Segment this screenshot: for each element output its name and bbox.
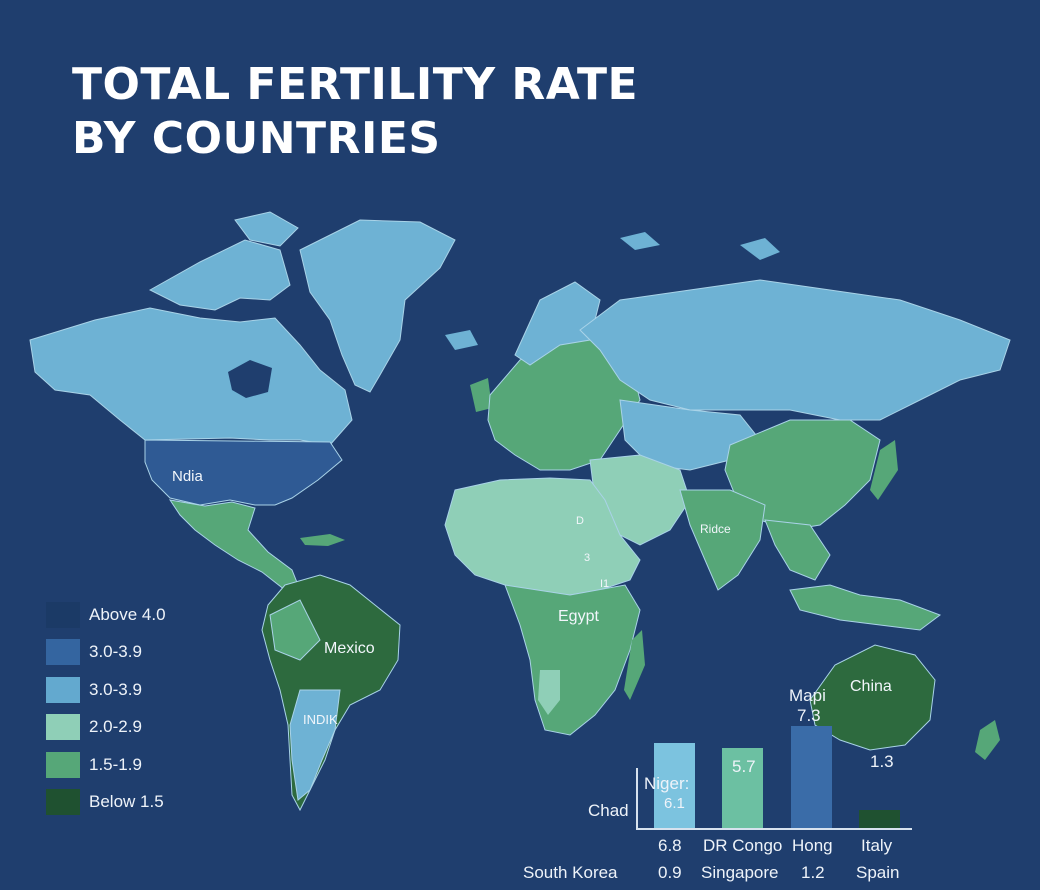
greenland bbox=[299, 219, 456, 393]
map-label-argentina: INDIK bbox=[303, 712, 338, 727]
chart-label-hong: Hong bbox=[792, 836, 833, 855]
chart-value-south-korea: 0.9 bbox=[658, 863, 682, 882]
legend-swatch bbox=[46, 639, 80, 666]
chart-value-bar3: 7.3 bbox=[797, 706, 821, 725]
chart-value-bar2: 5.7 bbox=[732, 757, 756, 776]
legend-label: 1.5-1.9 bbox=[89, 754, 142, 774]
legend-swatch bbox=[46, 676, 80, 703]
india bbox=[679, 489, 766, 591]
chart-label-south-korea: South Korea bbox=[523, 863, 618, 882]
map-label-africa: Egypt bbox=[558, 608, 599, 625]
chart-label-mapi: Mapi bbox=[789, 686, 826, 705]
map-label-east-africa-2: 3 bbox=[584, 552, 591, 564]
legend-swatch bbox=[46, 751, 80, 778]
legend-item: Below 1.5 bbox=[46, 784, 166, 822]
legend-item: 1.5-1.9 bbox=[46, 746, 166, 784]
chart-value-hong-kong: 1.2 bbox=[801, 863, 825, 882]
chart-value-niger: 6.1 bbox=[664, 795, 685, 812]
chart-label-chad: Chad bbox=[588, 801, 629, 820]
legend-label: 2.0-2.9 bbox=[89, 717, 142, 737]
page-title: TOTAL FERTILITY RATE BY COUNTRIES bbox=[72, 58, 638, 166]
legend-swatch bbox=[46, 789, 80, 816]
map-label-east-africa-1: D bbox=[576, 515, 584, 527]
map-label-usa: Ndia bbox=[172, 468, 203, 485]
arctic-islands bbox=[148, 239, 291, 311]
map-label-australia: China bbox=[850, 678, 892, 695]
chart-label-dr-congo: DR Congo bbox=[703, 836, 783, 855]
legend-item: 2.0-2.9 bbox=[46, 709, 166, 747]
legend-swatch bbox=[46, 714, 80, 741]
legend-label: 3.0-3.9 bbox=[89, 679, 142, 699]
legend-item: 3.0-3.9 bbox=[46, 671, 166, 709]
north-africa bbox=[444, 477, 641, 596]
chart-label-italy: Italy bbox=[861, 836, 893, 855]
chart-y-axis bbox=[636, 768, 638, 830]
mexico bbox=[168, 499, 301, 591]
legend-item: Above 4.0 bbox=[46, 596, 166, 634]
china bbox=[724, 419, 881, 531]
chart-bar bbox=[791, 726, 832, 828]
map-label-india: Ridce bbox=[700, 522, 731, 536]
chart-label-niger: Niger: bbox=[644, 774, 690, 793]
chart-label-spain: Spain bbox=[856, 863, 900, 882]
legend-item: 3.0-3.9 bbox=[46, 634, 166, 672]
russia bbox=[579, 279, 1011, 421]
usa bbox=[144, 439, 343, 506]
chart-bar bbox=[654, 743, 695, 828]
chart-value-bar4: 1.3 bbox=[870, 752, 894, 771]
chart-bar bbox=[722, 748, 763, 828]
title-line-2: BY COUNTRIES bbox=[72, 113, 441, 164]
title-line-1: TOTAL FERTILITY RATE bbox=[72, 59, 639, 110]
map-label-brazil: Mexico bbox=[324, 640, 375, 657]
legend-label: Below 1.5 bbox=[89, 792, 164, 812]
chart-bar bbox=[859, 810, 900, 828]
chart-label-singapore: Singapore bbox=[701, 863, 779, 882]
legend-swatch bbox=[46, 601, 80, 628]
map-label-east-africa-3: I1 bbox=[600, 578, 610, 590]
legend: Above 4.0 3.0-3.9 3.0-3.9 2.0-2.9 1.5-1.… bbox=[46, 596, 166, 821]
legend-label: Above 4.0 bbox=[89, 604, 166, 624]
chart-value-chad: 6.8 bbox=[658, 836, 682, 855]
legend-label: 3.0-3.9 bbox=[89, 642, 142, 662]
canada bbox=[29, 307, 353, 446]
chart-baseline bbox=[636, 828, 912, 830]
